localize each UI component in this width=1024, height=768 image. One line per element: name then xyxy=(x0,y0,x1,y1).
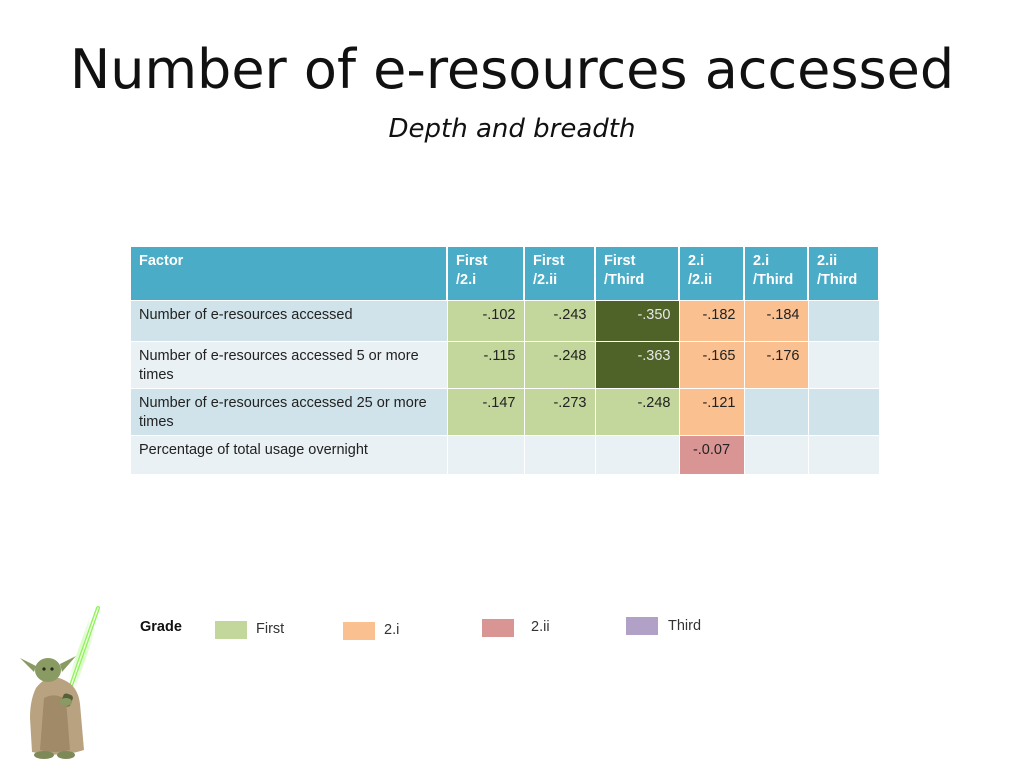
column-header-2i-third: 2.i /Third xyxy=(744,247,809,300)
value-cell-first-2i xyxy=(447,434,525,474)
yoda-lightsaber-icon xyxy=(20,603,103,759)
value-cell-first-2ii: -.273 xyxy=(524,387,596,435)
value-cell-first-2i: -.102 xyxy=(447,299,525,341)
slide-title: Number of e-resources accessed xyxy=(69,38,955,101)
legend-label-2ii: 2.ii xyxy=(531,619,550,635)
value-cell-first-2i: -.147 xyxy=(447,387,525,435)
table-row: Number of e-resources accessed -.102 -.243… xyxy=(131,299,880,341)
value-cell-2i-2ii: -.121 xyxy=(679,387,745,435)
factor-cell: Number of e-resources accessed xyxy=(131,299,448,341)
legend-label-third: Third xyxy=(668,618,702,634)
value-cell-2ii-third xyxy=(808,387,880,435)
value-cell-2i-2ii: -.165 xyxy=(679,340,745,388)
table-header-row: Factor First /2.i First /2.ii First /Thi… xyxy=(131,247,880,300)
slide-subtitle: Depth and breadth xyxy=(388,114,636,144)
value-cell-2i-third xyxy=(744,387,809,435)
value-cell-2ii-third xyxy=(808,340,880,388)
value-cell-first-third: -.350 xyxy=(595,299,680,341)
column-header-first-2ii: First /2.ii xyxy=(524,247,596,300)
column-header-2i-2ii: 2.i /2.ii xyxy=(679,247,745,300)
factor-cell: Number of e-resources accessed 5 or more… xyxy=(131,340,448,388)
value-cell-first-2ii: -.243 xyxy=(524,299,596,341)
column-header-factor: Factor xyxy=(131,247,448,300)
value-cell-first-third: -.248 xyxy=(595,387,680,435)
table-row: Number of e-resources accessed 25 or mor… xyxy=(131,387,880,435)
value-cell-2i-2ii: -.182 xyxy=(679,299,745,341)
value-cell-first-third xyxy=(595,434,680,474)
value-cell-first-2ii: -.248 xyxy=(524,340,596,388)
value-cell-first-2ii xyxy=(524,434,596,474)
column-header-first-2i: First /2.i xyxy=(447,247,525,300)
column-header-2ii-third: 2.ii /Third xyxy=(808,247,880,300)
value-cell-first-third: -.363 xyxy=(595,340,680,388)
table-row: Percentage of total usage overnight -.0.0… xyxy=(131,434,880,474)
column-header-first-third: First /Third xyxy=(595,247,680,300)
value-cell-2i-third xyxy=(744,434,809,474)
legend-label-first: First xyxy=(256,621,285,637)
value-cell-first-2i: -.115 xyxy=(447,340,525,388)
legend-swatch-2ii xyxy=(482,619,514,637)
legend-swatch-first xyxy=(215,621,247,639)
legend-swatch-third xyxy=(626,617,658,635)
table-row: Number of e-resources accessed 5 or more… xyxy=(131,340,880,388)
results-table: Factor First /2.i First /2.ii First /Thi… xyxy=(131,247,880,474)
factor-cell: Percentage of total usage overnight xyxy=(131,434,448,474)
value-cell-2i-2ii: -.0.07 xyxy=(679,434,745,474)
value-cell-2ii-third xyxy=(808,434,880,474)
legend-swatch-2i xyxy=(343,622,375,640)
legend-label-2i: 2.i xyxy=(384,622,400,638)
value-cell-2i-third: -.176 xyxy=(744,340,809,388)
value-cell-2ii-third xyxy=(808,299,880,341)
factor-cell: Number of e-resources accessed 25 or mor… xyxy=(131,387,448,435)
value-cell-2i-third: -.184 xyxy=(744,299,809,341)
legend-title: Grade xyxy=(140,619,182,635)
